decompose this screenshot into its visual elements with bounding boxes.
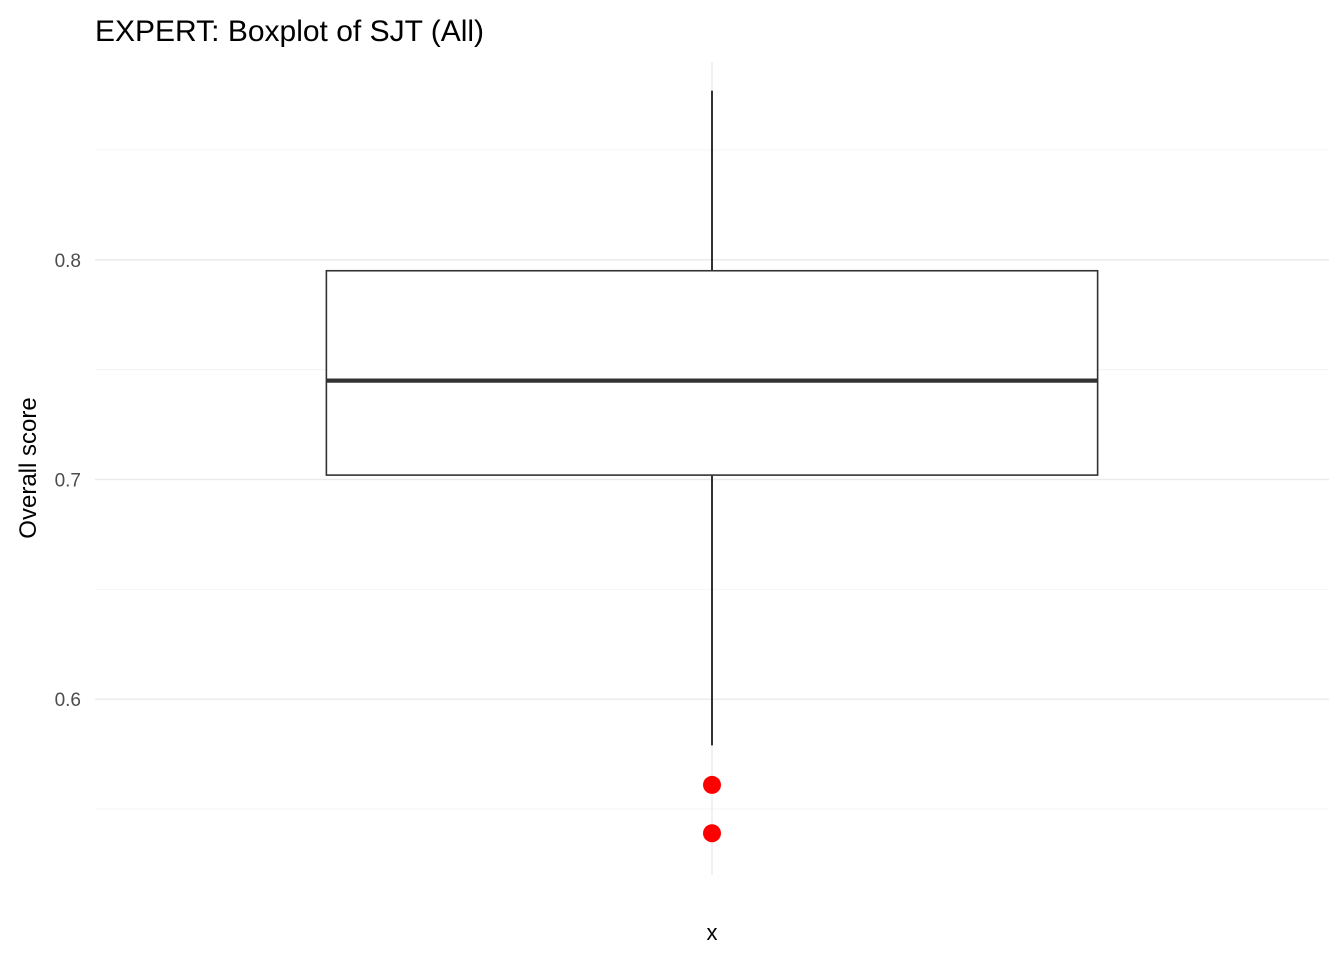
- chart-title: EXPERT: Boxplot of SJT (All): [95, 15, 484, 48]
- outlier-point: [703, 824, 721, 843]
- y-axis-title: Overall score: [15, 397, 42, 538]
- y-tick-label: 0.7: [55, 470, 81, 491]
- y-axis-ticks: 0.6 0.7 0.8: [55, 251, 81, 711]
- box-iqr: [325, 269, 1099, 476]
- x-axis-ticks: x: [707, 920, 718, 945]
- y-tick-label: 0.6: [55, 690, 81, 711]
- boxes: [325, 269, 1099, 476]
- x-tick-label: x: [707, 920, 718, 945]
- y-tick-label: 0.8: [55, 251, 81, 272]
- outliers: [703, 775, 721, 843]
- outlier-point: [703, 775, 721, 794]
